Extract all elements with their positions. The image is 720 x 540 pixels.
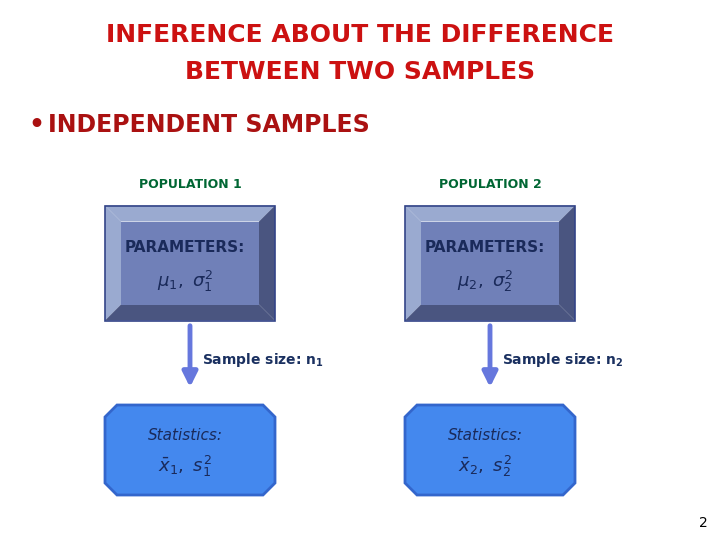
Polygon shape — [259, 206, 275, 321]
Polygon shape — [105, 206, 275, 221]
Text: Statistics:: Statistics: — [448, 428, 523, 442]
Polygon shape — [405, 305, 575, 321]
Polygon shape — [421, 221, 559, 305]
Polygon shape — [121, 221, 259, 305]
Text: INDEPENDENT SAMPLES: INDEPENDENT SAMPLES — [48, 113, 370, 137]
Polygon shape — [405, 206, 575, 221]
Polygon shape — [105, 206, 121, 321]
Text: PARAMETERS:: PARAMETERS: — [425, 240, 545, 255]
Polygon shape — [105, 405, 275, 495]
Text: POPULATION 2: POPULATION 2 — [438, 179, 541, 192]
Text: Sample size: $\mathbf{n_1}$: Sample size: $\mathbf{n_1}$ — [202, 351, 324, 369]
Polygon shape — [559, 206, 575, 321]
Text: •: • — [28, 113, 44, 137]
Polygon shape — [405, 206, 421, 321]
Text: $\mu_1,\ \sigma_1^2$: $\mu_1,\ \sigma_1^2$ — [157, 268, 213, 294]
Text: INFERENCE ABOUT THE DIFFERENCE: INFERENCE ABOUT THE DIFFERENCE — [106, 23, 614, 47]
Polygon shape — [405, 405, 575, 495]
Text: $\bar{x}_1,\ s_1^2$: $\bar{x}_1,\ s_1^2$ — [158, 454, 212, 478]
Text: 2: 2 — [699, 516, 708, 530]
Text: BETWEEN TWO SAMPLES: BETWEEN TWO SAMPLES — [185, 60, 535, 84]
Polygon shape — [105, 305, 275, 321]
Text: Statistics:: Statistics: — [148, 428, 222, 442]
Text: $\mu_2,\ \sigma_2^2$: $\mu_2,\ \sigma_2^2$ — [457, 268, 513, 294]
Text: POPULATION 1: POPULATION 1 — [139, 179, 241, 192]
Text: PARAMETERS:: PARAMETERS: — [125, 240, 246, 255]
Text: Sample size: $\mathbf{n_2}$: Sample size: $\mathbf{n_2}$ — [502, 351, 624, 369]
Text: $\bar{x}_2,\ s_2^2$: $\bar{x}_2,\ s_2^2$ — [458, 454, 512, 478]
